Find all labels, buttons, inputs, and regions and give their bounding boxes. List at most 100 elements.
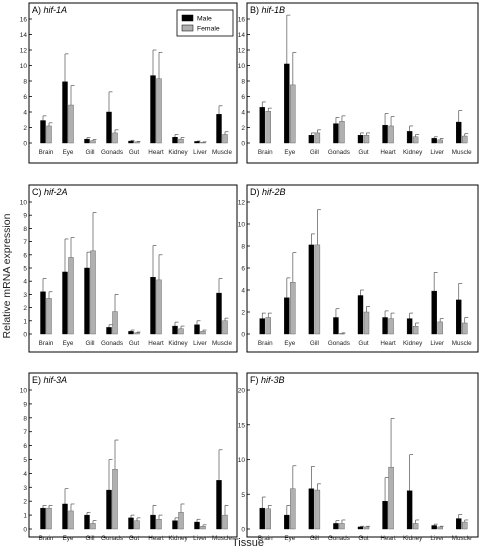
panel-title-prefix: A) bbox=[32, 5, 44, 15]
bar-male bbox=[308, 488, 315, 530]
x-tick-label: Liver bbox=[193, 535, 207, 542]
bar-female bbox=[314, 132, 321, 144]
x-tick-label: Liver bbox=[193, 340, 207, 347]
bar-female bbox=[265, 111, 271, 144]
y-tick-label: 7 bbox=[23, 429, 27, 436]
bar-male bbox=[456, 299, 462, 335]
y-tick-label: 0 bbox=[23, 527, 27, 534]
bar-female bbox=[314, 489, 321, 530]
x-tick-label: Eye bbox=[63, 149, 74, 156]
bar-female bbox=[46, 125, 52, 144]
y-tick-label: 4 bbox=[23, 471, 27, 478]
bar-male bbox=[284, 297, 290, 335]
bar-female bbox=[363, 135, 370, 144]
bar-male bbox=[431, 525, 437, 530]
x-tick-label: Muscle bbox=[452, 340, 472, 347]
x-tick-label: Gill bbox=[85, 340, 94, 347]
y-tick-label: 20 bbox=[238, 388, 246, 395]
bar-male bbox=[308, 135, 315, 144]
bar-male bbox=[106, 489, 112, 530]
legend-box bbox=[176, 9, 234, 37]
panel-b: 0 2 4 6 8 10 12 14 16 B) hif-1B Brain Eye Gill Gonads… bbox=[238, 2, 479, 164]
bar-female bbox=[437, 321, 443, 335]
bar-male bbox=[357, 135, 364, 144]
x-tick-label: Kidney bbox=[403, 340, 423, 347]
bar-female bbox=[388, 466, 394, 530]
x-tick-label: Kidney bbox=[168, 340, 188, 347]
bar-male bbox=[128, 140, 134, 144]
x-tick-label: Heart bbox=[380, 340, 396, 347]
bar-male bbox=[333, 523, 339, 530]
y-tick-label: 0 bbox=[241, 141, 245, 148]
x-tick-label: Brain bbox=[258, 340, 273, 347]
bar-male bbox=[84, 138, 90, 144]
bar-female bbox=[112, 469, 118, 530]
panel-title-prefix: F) bbox=[250, 375, 261, 385]
y-tick-label: 7 bbox=[23, 239, 27, 246]
x-tick-label: Gut bbox=[129, 149, 139, 156]
bar-female bbox=[90, 523, 96, 530]
bar-female bbox=[462, 322, 468, 335]
panel-title-gene: hif-3A bbox=[44, 375, 68, 385]
panel-frame bbox=[246, 372, 479, 538]
bar-male bbox=[333, 317, 339, 335]
bar-male bbox=[382, 501, 388, 530]
x-tick-label: Liver bbox=[430, 149, 444, 156]
legend-swatch-male bbox=[181, 14, 194, 22]
bar-female bbox=[388, 125, 394, 144]
bar-female bbox=[265, 508, 271, 530]
bar-female bbox=[134, 520, 140, 530]
bar-female bbox=[222, 134, 228, 144]
x-tick-label: Gonads bbox=[101, 149, 123, 156]
legend-label-male: Male bbox=[197, 16, 212, 23]
bar-male bbox=[431, 138, 437, 144]
bar-female bbox=[46, 298, 52, 335]
x-tick-label: Eye bbox=[63, 535, 74, 542]
bar-female bbox=[90, 140, 96, 144]
bar-female bbox=[46, 507, 52, 530]
bar-female bbox=[388, 318, 394, 335]
y-tick-label: 12 bbox=[20, 48, 28, 55]
x-tick-label: Eye bbox=[284, 340, 295, 347]
bar-male bbox=[62, 81, 68, 144]
y-tick-label: 0 bbox=[23, 141, 27, 148]
bar-female bbox=[200, 526, 206, 530]
bar-female bbox=[265, 317, 271, 335]
bar-male bbox=[40, 507, 46, 530]
panel-c: 0 1 2 3 4 5 6 7 8 9 10 C) hif-2A Brain Eye Gill Gonads G… bbox=[20, 184, 238, 353]
bar-female bbox=[68, 104, 74, 144]
bar-female bbox=[156, 519, 162, 530]
panel-title: F) hif-3B bbox=[250, 375, 285, 385]
y-tick-label: 4 bbox=[241, 288, 245, 295]
x-tick-label: Kidney bbox=[168, 535, 188, 542]
bar-female bbox=[200, 331, 206, 335]
y-tick-label: 2 bbox=[23, 305, 27, 312]
y-tick-label: 1 bbox=[23, 513, 27, 520]
x-tick-label: Gill bbox=[310, 535, 319, 542]
y-tick-label: 14 bbox=[238, 32, 246, 39]
x-tick-label: Heart bbox=[148, 535, 164, 542]
x-tick-label: Gut bbox=[129, 340, 139, 347]
bar-male bbox=[456, 518, 462, 530]
panel-title: C) hif-2A bbox=[32, 187, 68, 197]
bar-male bbox=[406, 318, 413, 335]
bar-female bbox=[134, 332, 140, 335]
x-tick-label: Muscle bbox=[212, 535, 232, 542]
panel-a: 0 2 4 6 8 10 12 14 16 A) hif-1A Brain Eye Gill Gonads… bbox=[20, 2, 238, 164]
panel-title-prefix: C) bbox=[32, 187, 44, 197]
bar-male bbox=[40, 120, 46, 144]
y-tick-label: 9 bbox=[23, 213, 27, 220]
bar-male bbox=[40, 291, 46, 335]
x-tick-label: Gut bbox=[129, 535, 139, 542]
x-tick-label: Gill bbox=[310, 149, 319, 156]
bar-female bbox=[112, 311, 118, 335]
x-tick-label: Eye bbox=[284, 535, 295, 542]
bar-female bbox=[178, 512, 184, 530]
bar-male bbox=[172, 520, 178, 530]
panel-title-prefix: B) bbox=[250, 5, 262, 15]
y-tick-label: 2 bbox=[23, 499, 27, 506]
bar-male bbox=[106, 327, 112, 335]
bar-male bbox=[216, 292, 222, 335]
bar-male bbox=[456, 121, 462, 144]
y-tick-label: 8 bbox=[23, 226, 27, 233]
